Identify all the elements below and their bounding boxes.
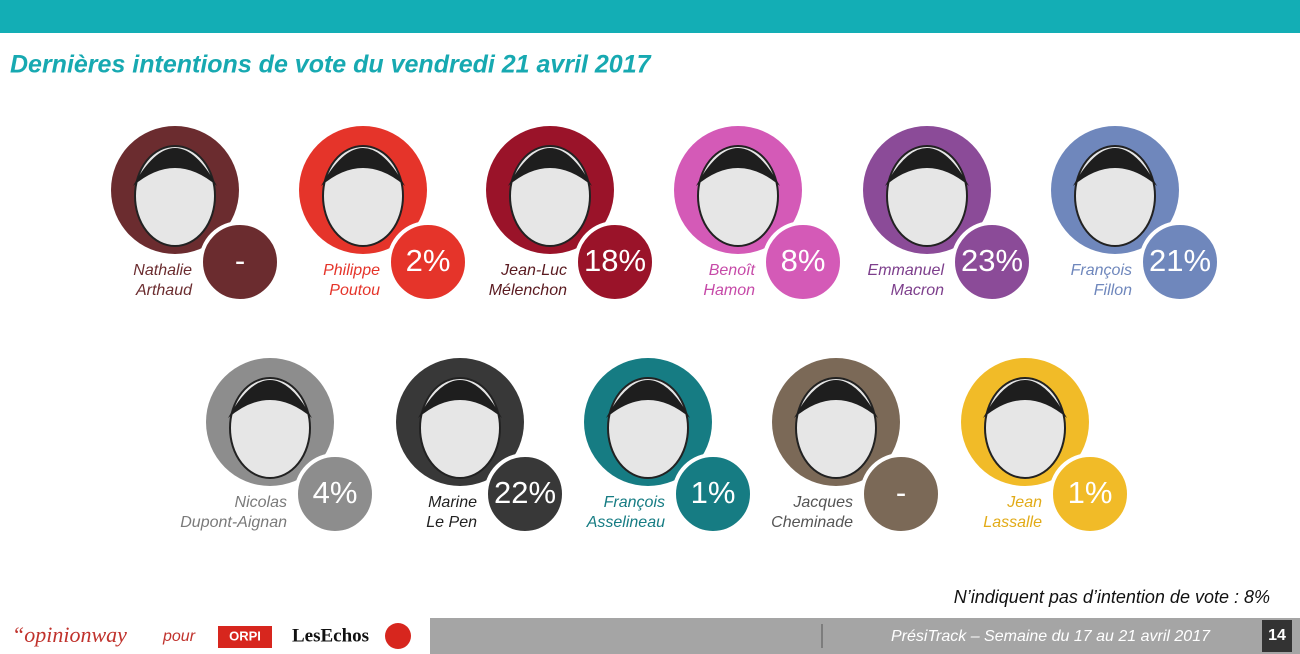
first-name: Jean-Luc <box>500 262 567 279</box>
result-badge <box>387 221 469 303</box>
result: 22% <box>494 475 556 510</box>
result-badge <box>951 221 1033 303</box>
first-name: Emmanuel <box>868 262 945 279</box>
title: Dernières intentions de vote du vendredi… <box>10 51 652 79</box>
result-badge <box>672 453 754 535</box>
result-badge <box>762 221 844 303</box>
portrait-hair <box>696 148 780 186</box>
result: 1% <box>1068 475 1113 510</box>
orpi-logo <box>218 626 272 648</box>
result: 4% <box>313 475 358 510</box>
last-name: Cheminade <box>771 514 853 531</box>
result-badge <box>574 221 656 303</box>
last-name: Hamon <box>703 282 755 299</box>
result: 23% <box>961 243 1023 278</box>
portrait-hair <box>321 148 405 186</box>
footer-caption: PrésiTrack – Semaine du 17 au 21 avril 2… <box>891 628 1211 645</box>
page-number: 14 <box>1268 627 1286 644</box>
portrait-hair <box>983 380 1067 418</box>
first-name: Jean <box>1006 494 1042 511</box>
first-name: Jacques <box>792 494 853 511</box>
result: 2% <box>406 243 451 278</box>
last-name: Fillon <box>1094 282 1132 299</box>
last-name: Mélenchon <box>489 282 567 299</box>
result-badge <box>1139 221 1221 303</box>
note: N’indiquent pas d’intention de vote : 8% <box>954 587 1270 607</box>
result-badge <box>860 453 942 535</box>
portrait-hair <box>133 148 217 186</box>
first-name: Benoît <box>709 262 756 279</box>
portrait-hair <box>1073 148 1157 186</box>
first-name: Marine <box>428 494 477 511</box>
partner2: LesEchos <box>292 625 369 646</box>
result: 1% <box>691 475 736 510</box>
result: - <box>896 475 906 510</box>
partner1: ORPI <box>229 628 261 643</box>
first-name: François <box>604 494 665 511</box>
result: 8% <box>781 243 826 278</box>
partner-icon <box>385 623 411 649</box>
last-name: Arthaud <box>135 282 193 299</box>
result-badge <box>199 221 281 303</box>
first-name: Nathalie <box>133 262 192 279</box>
last-name: Macron <box>891 282 944 299</box>
result: - <box>235 243 245 278</box>
last-name: Asselineau <box>586 514 665 531</box>
first-name: Nicolas <box>235 494 287 511</box>
portrait-hair <box>228 380 312 418</box>
portrait-hair <box>794 380 878 418</box>
portrait-hair <box>418 380 502 418</box>
brand-logo: “opinionway <box>12 622 127 647</box>
last-name: Dupont-Aignan <box>180 514 287 531</box>
top-bar <box>0 0 1300 33</box>
result: 21% <box>1149 243 1211 278</box>
result-badge <box>484 453 566 535</box>
portrait-hair <box>606 380 690 418</box>
first-name: François <box>1071 262 1132 279</box>
portrait-hair <box>885 148 969 186</box>
candidates: -NathalieArthaud2%PhilippePoutou18%Jean-… <box>111 126 1221 535</box>
last-name: Le Pen <box>426 514 477 531</box>
pour: pour <box>162 628 196 645</box>
result: 18% <box>584 243 646 278</box>
page-box <box>1262 620 1292 652</box>
first-name: Philippe <box>323 262 380 279</box>
last-name: Lassalle <box>983 514 1042 531</box>
portrait-hair <box>508 148 592 186</box>
last-name: Poutou <box>329 282 380 299</box>
footer-logos <box>0 618 430 654</box>
result-badge <box>1049 453 1131 535</box>
result-badge <box>294 453 376 535</box>
